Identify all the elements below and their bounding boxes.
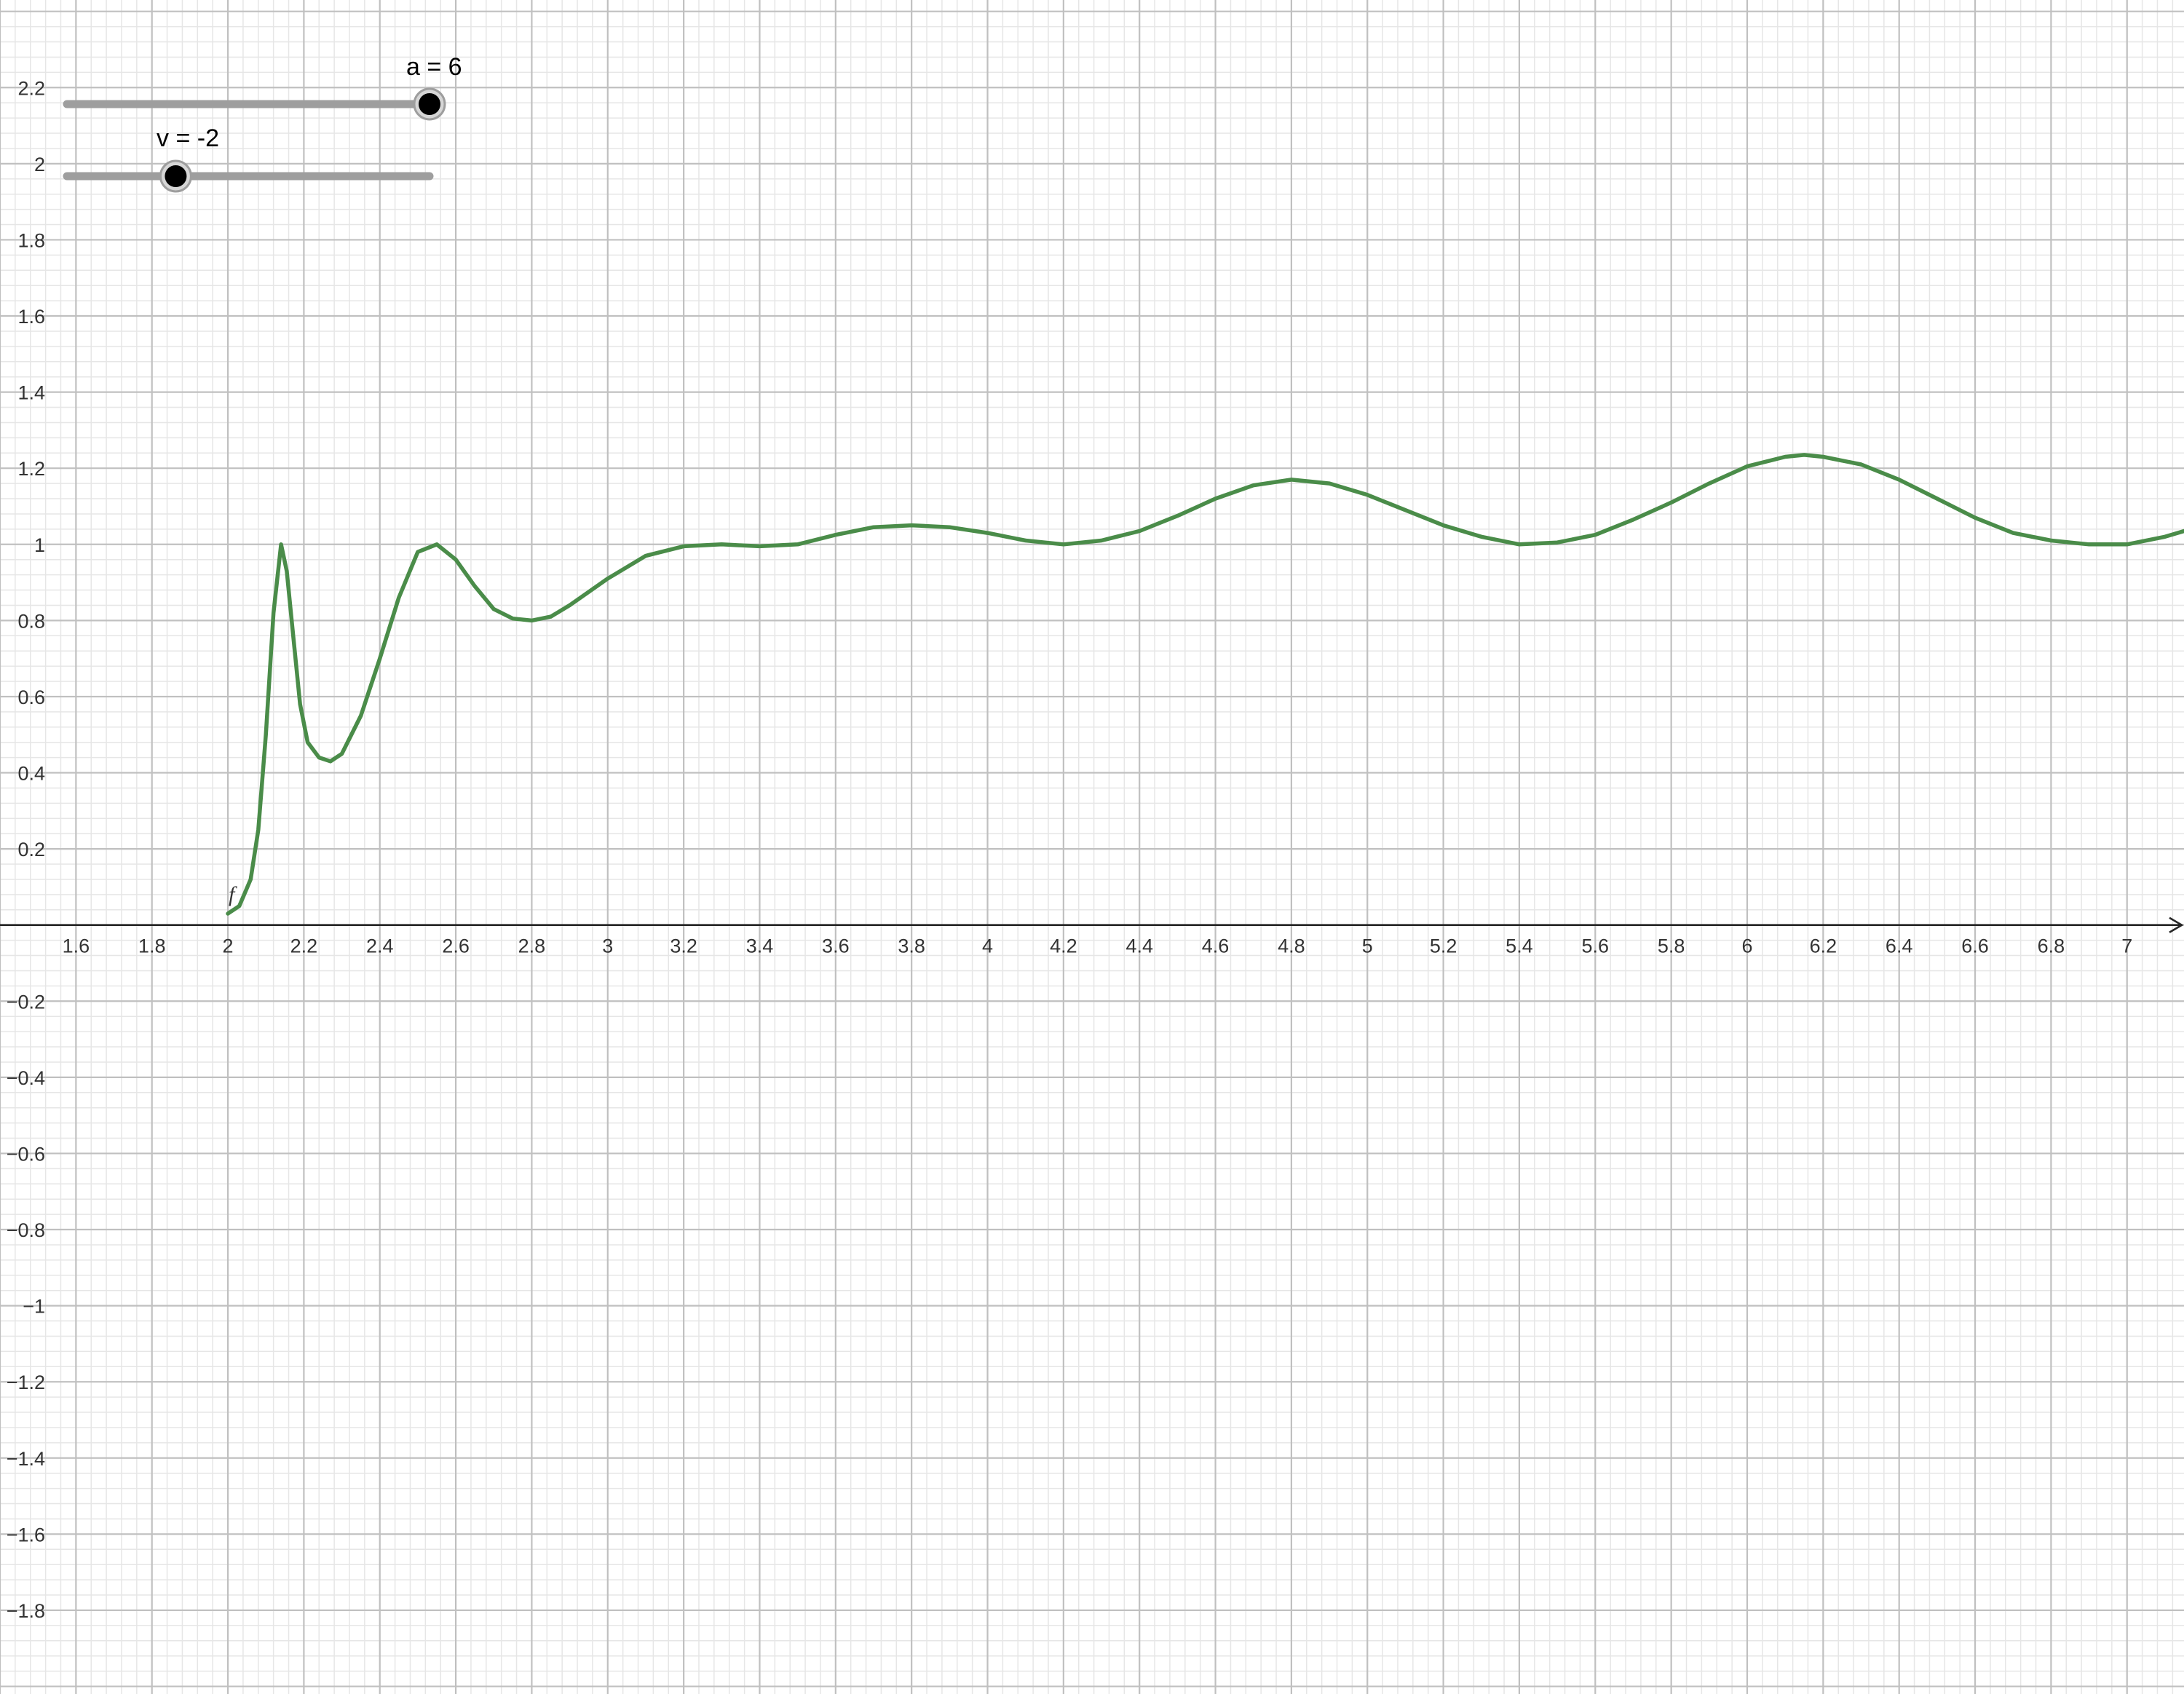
y-axis-tick-labels: 2.2 2 1.8 1.6 1.4 1.2 1 0.8 0.6 0.4 0.2 −0.2 −0.4 −0.…: [7, 77, 45, 1622]
x-tick-label: 2.8: [518, 935, 546, 957]
slider-v-knob[interactable]: [159, 159, 192, 193]
x-axis-arrow: [2169, 917, 2184, 933]
x-tick-label: 6: [1741, 935, 1752, 957]
x-tick-label: 6.8: [2038, 935, 2065, 957]
x-tick-label: 3.6: [822, 935, 850, 957]
x-tick-label: 1.6: [63, 935, 90, 957]
x-tick-label: 4.4: [1125, 935, 1153, 957]
y-tick-label: 1.2: [17, 458, 45, 480]
y-tick-label: 0.4: [17, 763, 45, 785]
x-tick-label: 3: [602, 935, 613, 957]
slider-v[interactable]: v = -2: [63, 124, 434, 193]
x-tick-label: 4.8: [1278, 935, 1305, 957]
axes: [0, 917, 2184, 933]
y-tick-label: 0.8: [17, 610, 45, 632]
y-tick-label: −1.6: [7, 1524, 45, 1545]
y-tick-label: −1: [23, 1296, 45, 1318]
x-tick-label: 3.2: [670, 935, 697, 957]
x-tick-label: 5: [1362, 935, 1373, 957]
y-tick-label: −1.2: [7, 1372, 45, 1393]
slider-v-label: v = -2: [157, 124, 219, 152]
y-tick-label: −1.4: [7, 1448, 45, 1470]
y-tick-label: 1.6: [17, 306, 45, 328]
slider-a-knob[interactable]: [413, 87, 446, 121]
x-tick-label: 1.8: [138, 935, 166, 957]
y-tick-label: 2.2: [17, 77, 45, 99]
x-tick-label: 5.8: [1658, 935, 1685, 957]
x-tick-label: 4.2: [1050, 935, 1077, 957]
x-tick-label: 5.2: [1430, 935, 1457, 957]
x-tick-label: 6.6: [1961, 935, 1989, 957]
x-tick-label: 2.4: [366, 935, 394, 957]
x-axis-tick-labels: 1.6 1.8 2 2.2 2.4 2.6 2.8 3 3.2 3.4 3.6 3.8 4 4.2 4.4 4…: [63, 935, 2133, 957]
function-f-curve[interactable]: [226, 453, 2184, 916]
slider-a-label: a = 6: [406, 53, 462, 81]
y-tick-label: −0.6: [7, 1143, 45, 1165]
y-tick-label: 1.8: [17, 229, 45, 251]
y-tick-label: 2: [34, 154, 45, 175]
x-tick-label: 7: [2121, 935, 2132, 957]
x-tick-label: 4: [982, 935, 993, 957]
y-tick-label: −0.8: [7, 1219, 45, 1241]
y-tick-label: −0.4: [7, 1067, 45, 1089]
y-tick-label: 0.2: [17, 839, 45, 860]
x-tick-label: 2.6: [442, 935, 470, 957]
x-tick-label: 3.4: [746, 935, 774, 957]
x-tick-label: 6.2: [1810, 935, 1837, 957]
x-tick-label: 6.4: [1886, 935, 1913, 957]
y-tick-label: −1.8: [7, 1600, 45, 1622]
slider-a[interactable]: a = 6: [63, 53, 462, 121]
x-tick-label: 2.2: [290, 935, 318, 957]
x-tick-label: 4.6: [1202, 935, 1230, 957]
y-tick-label: 0.6: [17, 686, 45, 708]
y-tick-label: 1.4: [17, 382, 45, 404]
x-tick-label: 2: [223, 935, 234, 957]
y-tick-label: 1: [34, 534, 45, 556]
x-tick-label: 5.6: [1582, 935, 1610, 957]
y-tick-label: −0.2: [7, 991, 45, 1013]
x-tick-label: 3.8: [898, 935, 925, 957]
x-tick-label: 5.4: [1506, 935, 1533, 957]
